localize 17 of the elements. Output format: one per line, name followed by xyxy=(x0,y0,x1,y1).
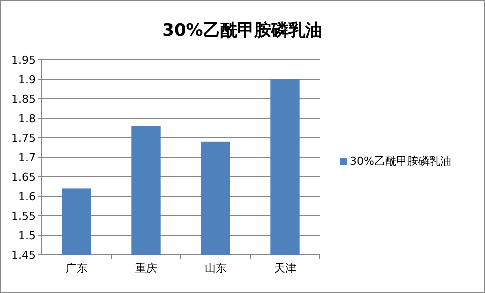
x-tick-label: 广东 xyxy=(66,262,88,275)
y-tick-label: 1.7 xyxy=(18,152,36,164)
y-tick-label: 1.45 xyxy=(12,249,36,262)
x-tick-label: 重庆 xyxy=(135,262,158,275)
y-tick-label: 1.9 xyxy=(18,74,36,86)
y-tick-label: 1.8 xyxy=(18,112,36,126)
chart-title: 30%乙酰甲胺磷乳油 xyxy=(162,21,322,41)
y-tick-label: 1.65 xyxy=(12,171,36,184)
y-tick-label: 1.95 xyxy=(12,54,36,67)
y-tick-label: 1.75 xyxy=(12,132,36,145)
y-tick-label: 1.5 xyxy=(18,230,36,242)
y-tick-label: 1.85 xyxy=(12,93,36,106)
legend-label: 30%乙酰甲胺磷乳油 xyxy=(350,155,452,168)
x-tick-label: 天津 xyxy=(274,262,296,275)
y-tick-label: 1.6 xyxy=(18,190,36,204)
x-tick-label: 山东 xyxy=(204,262,227,275)
y-tick-label: 1.55 xyxy=(12,210,36,223)
